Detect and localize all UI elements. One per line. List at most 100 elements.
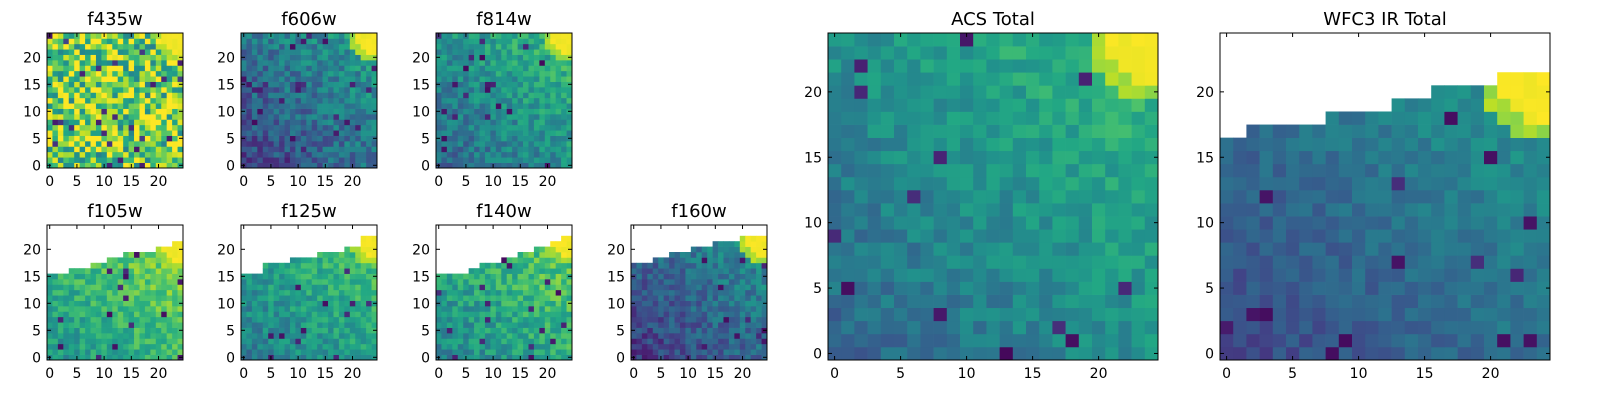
- heatmap-cell: [1144, 85, 1159, 99]
- heatmap-cell: [658, 322, 664, 328]
- heatmap-cell: [517, 338, 524, 345]
- heatmap-cell: [74, 322, 80, 328]
- heatmap-cell: [663, 262, 670, 269]
- heatmap-cell: [669, 284, 675, 291]
- heatmap-cell: [436, 349, 442, 355]
- heatmap-cell: [880, 111, 895, 125]
- heatmap-cell: [544, 70, 551, 77]
- heatmap-cell: [512, 257, 518, 264]
- heatmap-cell: [517, 114, 524, 120]
- heatmap-cell: [150, 252, 157, 258]
- heatmap-cell: [854, 72, 868, 86]
- heatmap-cell: [262, 76, 269, 82]
- y-tick-label: 0: [226, 158, 235, 174]
- heatmap-cell: [257, 338, 264, 345]
- heatmap-cell: [701, 284, 708, 291]
- heatmap-cell: [177, 119, 184, 126]
- heatmap-cell: [289, 257, 296, 264]
- y-tick-label: 15: [217, 77, 235, 93]
- heatmap-cell: [144, 87, 151, 93]
- heatmap-cell: [495, 300, 502, 307]
- heatmap-cell: [1233, 294, 1247, 309]
- heatmap-cell: [701, 273, 708, 280]
- heatmap-cell: [841, 242, 855, 256]
- heatmap-cell: [366, 349, 372, 355]
- heatmap-cell: [452, 97, 459, 104]
- heatmap-cell: [68, 327, 75, 334]
- heatmap-cell: [756, 343, 762, 350]
- heatmap-cell: [355, 114, 362, 120]
- heatmap-cell: [468, 87, 475, 93]
- heatmap-cell: [317, 135, 323, 142]
- heatmap-cell: [1404, 229, 1419, 243]
- heatmap-cell: [690, 322, 697, 328]
- heatmap-cell: [268, 49, 274, 55]
- heatmap-cell: [295, 81, 302, 88]
- heatmap-cell: [1118, 229, 1132, 243]
- heatmap-cell: [1418, 203, 1432, 217]
- heatmap-cell: [355, 257, 362, 264]
- heatmap-cell: [289, 349, 296, 355]
- heatmap-cell: [85, 316, 91, 323]
- heatmap-cell: [1026, 163, 1040, 178]
- heatmap-cell: [273, 284, 280, 291]
- heatmap-cell: [539, 108, 546, 115]
- heatmap-cell: [360, 43, 367, 50]
- heatmap-cell: [172, 284, 178, 291]
- heatmap-cell: [257, 273, 264, 280]
- heatmap-cell: [854, 98, 868, 112]
- heatmap-cell: [550, 49, 557, 55]
- heatmap-cell: [1325, 242, 1340, 256]
- heatmap-cell: [1012, 189, 1027, 204]
- heatmap-cell: [306, 70, 313, 77]
- heatmap-cell: [1065, 333, 1080, 348]
- heatmap-cell: [139, 70, 146, 77]
- heatmap-cell: [328, 327, 334, 334]
- y-tick-label: 15: [804, 150, 822, 166]
- heatmap-cell: [723, 257, 730, 264]
- heatmap-cell: [47, 43, 53, 50]
- heatmap-cell: [95, 33, 102, 39]
- heatmap-cell: [946, 346, 961, 361]
- heatmap-cell: [474, 135, 480, 142]
- heatmap-cell: [366, 70, 372, 77]
- heatmap-cell: [501, 338, 508, 345]
- heatmap-cell: [328, 268, 334, 274]
- heatmap-cell: [999, 176, 1014, 191]
- heatmap-cell: [117, 141, 124, 147]
- heatmap-cell: [295, 65, 302, 72]
- heatmap-cell: [946, 189, 961, 204]
- heatmap-cell: [463, 151, 469, 158]
- heatmap-cell: [484, 146, 491, 153]
- heatmap-cell: [468, 349, 475, 355]
- heatmap-cell: [474, 151, 480, 158]
- heatmap-cell: [139, 135, 146, 142]
- heatmap-cell: [463, 300, 469, 307]
- heatmap-cell: [166, 338, 173, 345]
- axes-frame: [46, 32, 184, 169]
- heatmap-cell: [166, 97, 173, 104]
- heatmap-cell: [322, 135, 329, 142]
- heatmap-cell: [933, 268, 948, 282]
- heatmap-cell: [1105, 346, 1119, 361]
- heatmap-cell: [1325, 255, 1340, 269]
- heatmap-cell: [306, 151, 313, 158]
- heatmap-cell: [528, 54, 535, 61]
- heatmap-cell: [544, 343, 551, 350]
- heatmap-cell: [933, 163, 948, 178]
- heatmap-cell: [306, 119, 313, 126]
- heatmap-cell: [907, 111, 921, 125]
- heatmap-cell: [289, 108, 296, 115]
- heatmap-cell: [1484, 320, 1498, 335]
- heatmap-cell: [150, 306, 157, 312]
- heatmap-cell: [155, 49, 162, 55]
- heatmap-cell: [452, 343, 459, 350]
- heatmap-cell: [273, 70, 280, 77]
- heatmap-cell: [371, 60, 378, 66]
- heatmap-cell: [828, 255, 842, 269]
- heatmap-cell: [155, 311, 162, 318]
- heatmap-cell: [262, 141, 269, 147]
- heatmap-cell: [349, 60, 356, 66]
- heatmap-cell: [79, 300, 86, 307]
- heatmap-cell: [1497, 320, 1511, 335]
